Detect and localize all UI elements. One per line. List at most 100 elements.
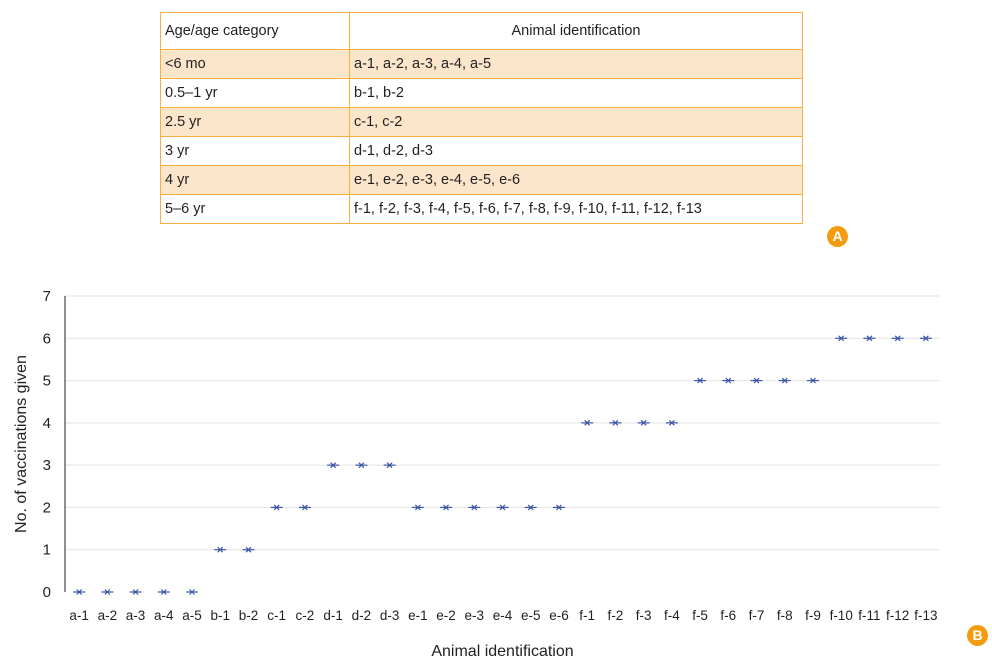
x-tick-label: e-5 xyxy=(521,608,541,623)
data-point xyxy=(129,589,142,595)
data-point xyxy=(581,419,594,426)
data-points xyxy=(73,335,932,595)
data-point xyxy=(355,462,368,469)
table-cell-animals: d-1, d-2, d-3 xyxy=(349,136,803,166)
table-row: 4 yr e-1, e-2, e-3, e-4, e-5, e-6 xyxy=(160,165,803,195)
y-tick-label: 7 xyxy=(43,288,51,305)
table-cell-age: 0.5–1 yr xyxy=(160,78,350,108)
data-point xyxy=(552,504,565,511)
table-cell-age: <6 mo xyxy=(160,49,350,79)
table-row: 5–6 yr f-1, f-2, f-3, f-4, f-5, f-6, f-7… xyxy=(160,194,803,224)
x-tick-label: f-1 xyxy=(579,608,595,623)
age-category-table: Age/age category Animal identification <… xyxy=(160,12,803,224)
x-tick-label: e-3 xyxy=(465,608,485,623)
data-point xyxy=(383,462,396,469)
data-point xyxy=(665,419,678,426)
table-cell-age: 3 yr xyxy=(160,136,350,166)
data-point xyxy=(468,504,481,511)
y-tick-label: 0 xyxy=(43,584,51,601)
gridlines xyxy=(65,295,940,551)
x-tick-labels: a-1 a-2 a-3 a-4 a-5 b-1 b-2 c-1 c-2 d-1 d-2 d-3 e-1 e… xyxy=(69,608,937,623)
x-tick-label: f-9 xyxy=(805,608,821,623)
data-point xyxy=(609,419,622,426)
table-cell-animals: e-1, e-2, e-3, e-4, e-5, e-6 xyxy=(349,165,803,195)
x-tick-label: d-3 xyxy=(380,608,400,623)
data-point xyxy=(496,504,509,511)
x-tick-label: f-11 xyxy=(858,608,880,623)
x-tick-label: a-3 xyxy=(126,608,146,623)
data-point xyxy=(835,335,848,342)
table-cell-animals: c-1, c-2 xyxy=(349,107,803,137)
x-tick-label: f-8 xyxy=(777,608,793,623)
data-point xyxy=(524,504,537,511)
table-row: 3 yr d-1, d-2, d-3 xyxy=(160,136,803,166)
x-tick-label: f-6 xyxy=(720,608,736,623)
x-tick-label: d-1 xyxy=(323,608,343,623)
x-tick-label: a-5 xyxy=(182,608,202,623)
data-point xyxy=(214,546,227,553)
x-tick-label: e-6 xyxy=(549,608,569,623)
table-cell-age: 4 yr xyxy=(160,165,350,195)
y-tick-label: 1 xyxy=(43,542,51,559)
x-tick-label: f-4 xyxy=(664,608,680,623)
x-tick-label: b-2 xyxy=(239,608,259,623)
table-cell-animals: f-1, f-2, f-3, f-4, f-5, f-6, f-7, f-8, … xyxy=(349,194,803,224)
data-point xyxy=(411,504,424,511)
data-point xyxy=(750,377,763,384)
table-cell-animals: b-1, b-2 xyxy=(349,78,803,108)
table-cell-age: 2.5 yr xyxy=(160,107,350,137)
data-point xyxy=(919,335,932,342)
x-tick-label: b-1 xyxy=(210,608,230,623)
x-tick-label: e-4 xyxy=(493,608,513,623)
data-point xyxy=(327,462,340,469)
table-cell-age: 5–6 yr xyxy=(160,194,350,224)
data-point xyxy=(891,335,904,342)
vaccination-scatter-chart: 0 1 2 3 4 5 6 7 a-1 a-2 a-3 a-4 a-5 b-1 b-2 c-1 c-2 d-1 d… xyxy=(13,288,940,660)
x-tick-label: d-2 xyxy=(352,608,372,623)
y-tick-labels: 0 1 2 3 4 5 6 7 xyxy=(43,288,51,601)
y-tick-label: 3 xyxy=(43,457,51,474)
x-tick-label: f-3 xyxy=(636,608,652,623)
y-tick-label: 4 xyxy=(43,415,51,432)
table-row: <6 mo a-1, a-2, a-3, a-4, a-5 xyxy=(160,49,803,79)
header-animal-identification: Animal identification xyxy=(349,12,803,50)
panel-b-badge: B xyxy=(967,625,988,646)
data-point xyxy=(863,335,876,342)
table-row: 0.5–1 yr b-1, b-2 xyxy=(160,78,803,108)
table-header-row: Age/age category Animal identification xyxy=(160,12,803,50)
y-tick-label: 6 xyxy=(43,330,51,347)
data-point xyxy=(242,546,255,553)
data-point xyxy=(722,377,735,384)
data-point xyxy=(298,504,311,511)
y-axis-title: No. of vaccinations given xyxy=(13,355,30,533)
data-point xyxy=(157,589,170,595)
x-tick-label: f-10 xyxy=(830,608,853,623)
data-point xyxy=(101,589,114,595)
data-point xyxy=(73,589,86,595)
x-tick-label: f-13 xyxy=(914,608,937,623)
x-tick-label: c-2 xyxy=(296,608,315,623)
data-point xyxy=(806,377,819,384)
data-point xyxy=(270,504,283,511)
x-tick-label: a-4 xyxy=(154,608,174,623)
x-tick-label: f-2 xyxy=(608,608,624,623)
data-point xyxy=(778,377,791,384)
x-tick-label: e-2 xyxy=(436,608,456,623)
data-point xyxy=(637,419,650,426)
data-point xyxy=(694,377,707,384)
x-tick-label: c-1 xyxy=(267,608,286,623)
table-cell-animals: a-1, a-2, a-3, a-4, a-5 xyxy=(349,49,803,79)
x-tick-label: f-7 xyxy=(749,608,765,623)
x-tick-label: e-1 xyxy=(408,608,428,623)
y-tick-label: 5 xyxy=(43,373,51,390)
x-tick-label: f-12 xyxy=(886,608,909,623)
x-tick-label: a-1 xyxy=(69,608,89,623)
x-axis-title: Animal identification xyxy=(431,643,573,660)
header-age-category: Age/age category xyxy=(160,12,350,50)
table-row: 2.5 yr c-1, c-2 xyxy=(160,107,803,137)
y-tick-label: 2 xyxy=(43,499,51,516)
x-tick-label: a-2 xyxy=(98,608,118,623)
data-point xyxy=(440,504,453,511)
x-tick-label: f-5 xyxy=(692,608,708,623)
data-point xyxy=(186,589,199,595)
